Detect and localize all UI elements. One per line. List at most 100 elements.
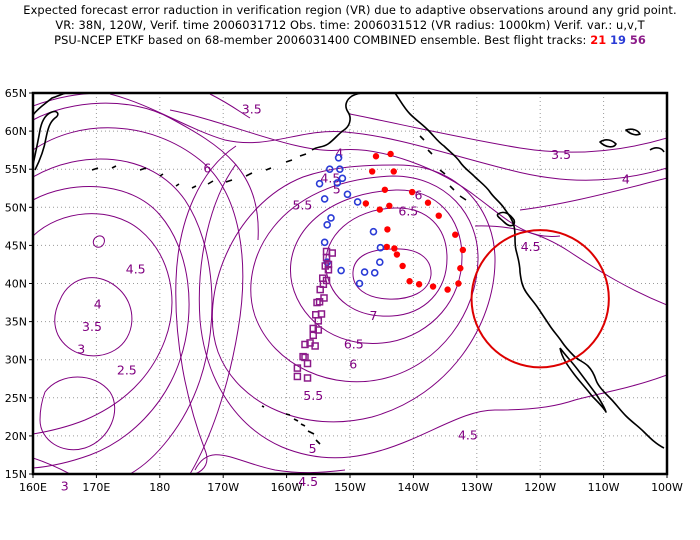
blue-track-point — [369, 227, 378, 236]
contour-label: 6.5 — [398, 203, 418, 218]
purple-track-point — [293, 364, 302, 372]
red-track-point — [383, 243, 390, 251]
red-track-point — [452, 231, 459, 238]
red-track-point — [399, 262, 406, 270]
contour-6 — [290, 189, 463, 344]
purple-track-point — [303, 374, 312, 382]
contour-left-2-5 — [33, 102, 259, 241]
error-reduction-contours — [33, 93, 667, 474]
y-tick-label: 50N — [5, 201, 27, 214]
blue-track-point — [320, 238, 329, 247]
contour-label: 3.5 — [82, 319, 102, 334]
purple-track-point — [301, 340, 309, 349]
hawaiian-islands — [261, 405, 321, 445]
contour-label: 5.5 — [303, 388, 323, 403]
x-tick-label: 130W — [461, 481, 493, 494]
contour-label: 6.5 — [344, 337, 364, 352]
contour-label: 2.5 — [117, 363, 137, 378]
y-tick-label: 55N — [5, 163, 27, 176]
red-track-point — [457, 265, 464, 272]
coastline-baja — [559, 347, 607, 413]
purple-track-point — [322, 276, 331, 285]
track-label-blue: 19 — [610, 33, 627, 47]
contour-4-5 — [169, 109, 667, 459]
blue-track-point — [320, 195, 329, 203]
x-tick-label: 150W — [334, 481, 366, 494]
x-tick-label: 170W — [207, 481, 239, 494]
contour-labels: 3.5644.555.566.53.544.54.543.532.576.565… — [61, 101, 630, 493]
x-tick-label: 140W — [397, 481, 429, 494]
contour-3-5-left — [209, 93, 251, 119]
contour-label: 4.5 — [126, 261, 146, 276]
contour-label: 6 — [414, 187, 422, 202]
contour-4-5-right — [474, 225, 667, 306]
blue-track-point — [375, 258, 384, 266]
contour-7 — [352, 248, 432, 300]
blue-track-point — [370, 269, 379, 277]
contour-label: 7 — [369, 308, 377, 323]
red-track-point — [424, 199, 432, 206]
title-line-3: PSU-NCEP ETKF based on 68-member 2006031… — [0, 33, 700, 47]
blue-track-point — [337, 266, 345, 275]
red-track-point — [444, 286, 451, 293]
contour-label: 3.5 — [242, 101, 262, 116]
y-tick-label: 60N — [5, 125, 27, 138]
verification-region-circle — [470, 229, 610, 369]
purple-track-point — [317, 310, 326, 318]
y-tick-label: 45N — [5, 239, 27, 252]
red-track-point — [408, 188, 416, 196]
x-tick-label: 110W — [588, 481, 620, 494]
purple-track-point — [311, 342, 319, 350]
purple-track-point — [324, 260, 333, 269]
blue-track-point — [334, 153, 343, 162]
blue-track-point — [355, 279, 364, 288]
purple-track-point — [299, 352, 307, 361]
contour-label: 3 — [77, 341, 85, 356]
red-track-point — [376, 206, 383, 213]
contour-label: 4 — [622, 171, 630, 186]
blue-track-point — [323, 221, 331, 229]
contour-left-inner-2 — [92, 235, 105, 248]
contour-label: 6 — [349, 357, 357, 372]
red-track-point — [459, 246, 467, 254]
blue-track-point — [336, 165, 344, 173]
x-tick-label: 100W — [651, 481, 683, 494]
contour-label: 4.5 — [458, 427, 478, 442]
contour-label: 3.5 — [551, 147, 571, 162]
contour-3-5-upper — [349, 113, 667, 153]
red-track-point — [387, 150, 394, 158]
x-tick-label: 120W — [524, 481, 556, 494]
red-track-point — [386, 202, 393, 209]
contour-left-4 — [33, 186, 190, 469]
title-line-1: Expected forecast error raduction in ver… — [23, 3, 677, 17]
red-track-point — [455, 280, 462, 287]
blue-track-point — [343, 190, 352, 199]
purple-track-point — [314, 326, 323, 334]
red-track-point — [435, 212, 442, 219]
x-tick-label: 160W — [271, 481, 303, 494]
aleutian-islands — [91, 153, 307, 189]
blue-track-point — [376, 243, 385, 252]
red-track-point — [368, 168, 376, 175]
map-gridlines — [33, 93, 667, 474]
track-label-purple: 56 — [629, 33, 646, 47]
title-line-3-text: PSU-NCEP ETKF based on 68-member 2006031… — [54, 33, 587, 47]
coastline-alaska — [311, 93, 475, 177]
flight-tracks — [293, 150, 467, 382]
coastline-west-north-america — [473, 175, 665, 449]
track-label-red: 21 — [590, 33, 607, 47]
axis-labels: 160E 170E 180 170W 160W 150W 140W 130W 120W 110W 1… — [5, 87, 683, 494]
contour-label: 4 — [335, 145, 343, 160]
title-line-2: VR: 38N, 120W, Verif. time 2006031712 Ob… — [55, 18, 645, 32]
red-track-point — [381, 186, 389, 193]
purple-track-point — [316, 285, 324, 294]
purple-track-point — [313, 298, 321, 307]
contour-label: 4.5 — [298, 474, 318, 489]
vancouver-island — [496, 211, 516, 227]
purple-track-point — [293, 372, 302, 381]
purple-track-point — [320, 294, 328, 302]
blue-track-point — [325, 165, 334, 173]
blue-track-point — [333, 179, 342, 187]
